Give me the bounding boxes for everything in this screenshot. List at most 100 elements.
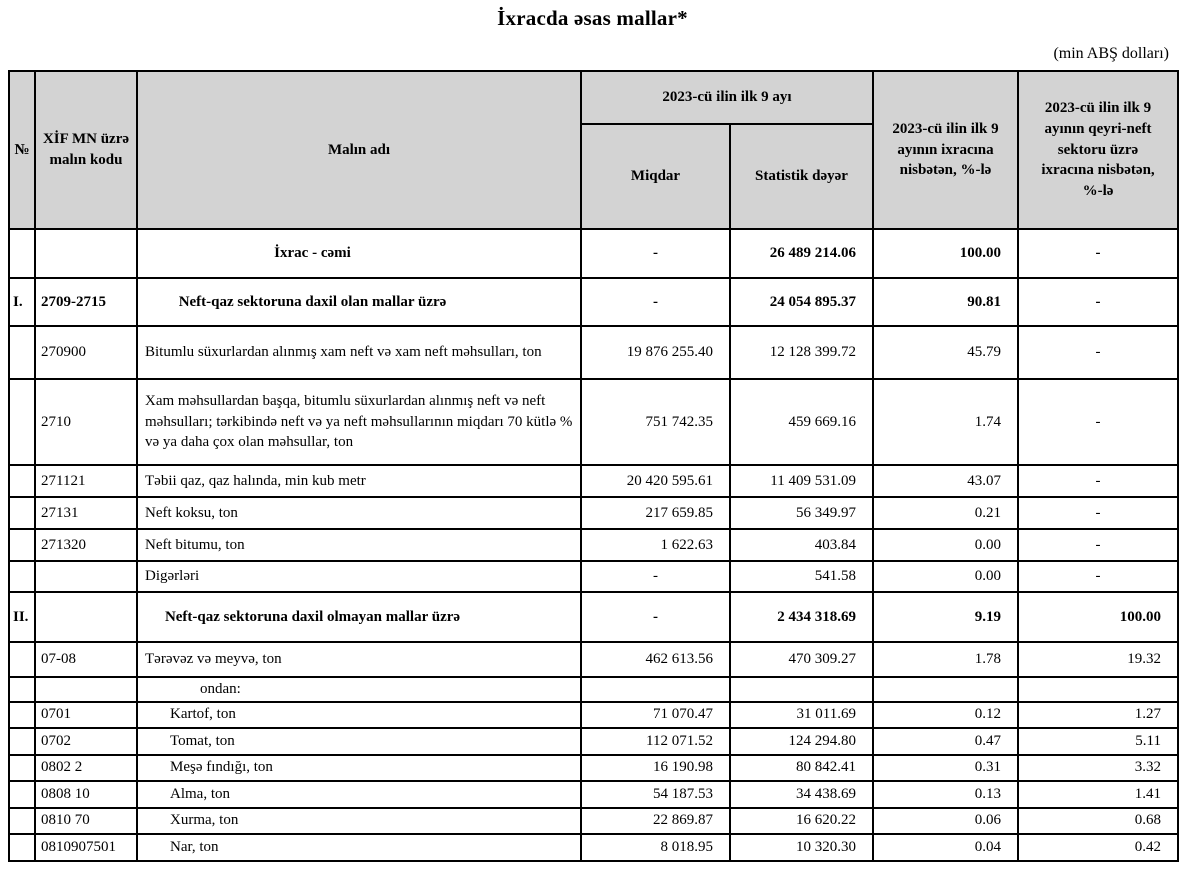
cell-num (8, 753, 36, 782)
cell-value: 11 409 531.09 (729, 464, 874, 498)
cell-value: 80 842.41 (729, 753, 874, 782)
cell-name: İxrac - cəmi (136, 228, 582, 279)
cell-num (8, 496, 36, 530)
cell-qty: 112 071.52 (580, 726, 731, 756)
cell-name: Neft-qaz sektoruna daxil olmayan mallar … (136, 591, 582, 643)
table-header: № XİF MN üzrə malın kodu Malın adı 2023-… (8, 70, 1179, 230)
cell-value: 56 349.97 (729, 496, 874, 530)
cell-qty: - (580, 560, 731, 593)
cell-code: 2710 (34, 378, 138, 466)
cell-value: 31 011.69 (729, 700, 874, 729)
cell-pct-nonoil: 1.27 (1017, 700, 1179, 729)
table-row: 0802 2 Meşə fındığı, ton 16 190.98 80 842.4… (8, 753, 1179, 782)
cell-pct-nonoil: - (1017, 277, 1179, 327)
cell-code: 07-08 (34, 641, 138, 678)
header-pct-total: 2023-cü ilin ilk 9 ayının ixracına nisbə… (872, 70, 1019, 230)
cell-pct-nonoil: 19.32 (1017, 641, 1179, 678)
cell-num (8, 378, 36, 466)
cell-pct-total: 0.21 (872, 496, 1019, 530)
cell-pct-nonoil: - (1017, 464, 1179, 498)
unit-note: (min ABŞ dolları) (1053, 45, 1169, 62)
cell-code: 271121 (34, 464, 138, 498)
table-row: İxrac - cəmi -26 489 214.06 100.00- (8, 228, 1179, 279)
cell-code: 0808 10 (34, 779, 138, 809)
table-row: 0702 Tomat, ton 112 071.52 124 294.80 0.47 5.… (8, 726, 1179, 756)
table-row: 27131 Neft koksu, ton 217 659.85 56 349.97 0… (8, 496, 1179, 530)
cell-qty: 22 869.87 (580, 806, 731, 835)
cell-name: Təbii qaz, qaz halında, min kub metr (136, 464, 582, 498)
cell-name: Kartof, ton (136, 700, 582, 729)
exports-table: № XİF MN üzrə malın kodu Malın adı 2023-… (8, 70, 1179, 862)
table-row: Digərləri -541.58 0.00- (8, 560, 1179, 593)
cell-pct-total: 1.74 (872, 378, 1019, 466)
cell-pct-total: 43.07 (872, 464, 1019, 498)
cell-pct-nonoil: - (1017, 378, 1179, 466)
cell-code (34, 560, 138, 593)
header-qty: Miqdar (580, 123, 731, 230)
cell-code (34, 676, 138, 703)
table-row: II. Neft-qaz sektoruna daxil olmayan mall… (8, 591, 1179, 643)
cell-qty: 71 070.47 (580, 700, 731, 729)
cell-value: 34 438.69 (729, 779, 874, 809)
cell-code: 2709-2715 (34, 277, 138, 327)
page-title: İxracda əsas mallar* (497, 6, 688, 30)
cell-pct-nonoil: 0.42 (1017, 832, 1179, 862)
cell-qty: 751 742.35 (580, 378, 731, 466)
cell-value: 124 294.80 (729, 726, 874, 756)
cell-value: 541.58 (729, 560, 874, 593)
header-pct-nonoil: 2023-cü ilin ilk 9 ayının qeyri-neft sek… (1017, 70, 1179, 230)
cell-qty: 217 659.85 (580, 496, 731, 530)
cell-pct-total: 0.06 (872, 806, 1019, 835)
header-group-row: № XİF MN üzrə malın kodu Malın adı 2023-… (8, 70, 1179, 230)
cell-qty: - (580, 277, 731, 327)
cell-pct-nonoil: 0.68 (1017, 806, 1179, 835)
cell-num: I. (8, 277, 36, 327)
cell-value: 10 320.30 (729, 832, 874, 862)
cell-pct-total: 45.79 (872, 325, 1019, 380)
cell-code: 0701 (34, 700, 138, 729)
cell-qty: 1 622.63 (580, 528, 731, 562)
cell-pct-total: 0.00 (872, 528, 1019, 562)
header-sub-row: Miqdar Statistik dəyər (9, 123, 1178, 230)
cell-num (8, 641, 36, 678)
table-row: 270900 Bitumlu süxurlardan alınmış xam ne… (8, 325, 1179, 380)
cell-pct-total: 0.04 (872, 832, 1019, 862)
cell-name: Neft koksu, ton (136, 496, 582, 530)
cell-code: 0702 (34, 726, 138, 756)
cell-num (8, 560, 36, 593)
cell-pct-nonoil (1017, 676, 1179, 703)
cell-value: 16 620.22 (729, 806, 874, 835)
cell-pct-total: 0.31 (872, 753, 1019, 782)
cell-qty: 20 420 595.61 (580, 464, 731, 498)
cell-code: 270900 (34, 325, 138, 380)
cell-pct-total: 0.13 (872, 779, 1019, 809)
cell-pct-total: 100.00 (872, 228, 1019, 279)
cell-qty: 54 187.53 (580, 779, 731, 809)
cell-code (34, 228, 138, 279)
cell-num (8, 676, 36, 703)
cell-pct-total: 0.12 (872, 700, 1019, 729)
cell-name: Bitumlu süxurlardan alınmış xam neft və … (136, 325, 582, 380)
table-row: 0701 Kartof, ton 71 070.47 31 011.69 0.12 1.2… (8, 700, 1179, 729)
cell-value: 403.84 (729, 528, 874, 562)
cell-pct-total: 9.19 (872, 591, 1019, 643)
cell-qty: - (580, 228, 731, 279)
cell-num (8, 806, 36, 835)
cell-pct-nonoil: - (1017, 228, 1179, 279)
cell-num (8, 228, 36, 279)
cell-qty: 16 190.98 (580, 753, 731, 782)
cell-num (8, 528, 36, 562)
cell-value: 470 309.27 (729, 641, 874, 678)
cell-code: 0810907501 (34, 832, 138, 862)
cell-name: Neft-qaz sektoruna daxil olan mallar üzr… (136, 277, 582, 327)
cell-code: 271320 (34, 528, 138, 562)
table-row: 0810907501 Nar, ton 8 018.95 10 320.30 0.04 0… (8, 832, 1179, 862)
cell-code (34, 591, 138, 643)
cell-code: 0802 2 (34, 753, 138, 782)
cell-pct-total: 0.47 (872, 726, 1019, 756)
table-row: ondan: (8, 676, 1179, 703)
header-period-group: 2023-cü ilin ilk 9 ayı (580, 70, 874, 125)
cell-qty: 8 018.95 (580, 832, 731, 862)
cell-qty: 462 613.56 (580, 641, 731, 678)
cell-code: 0810 70 (34, 806, 138, 835)
